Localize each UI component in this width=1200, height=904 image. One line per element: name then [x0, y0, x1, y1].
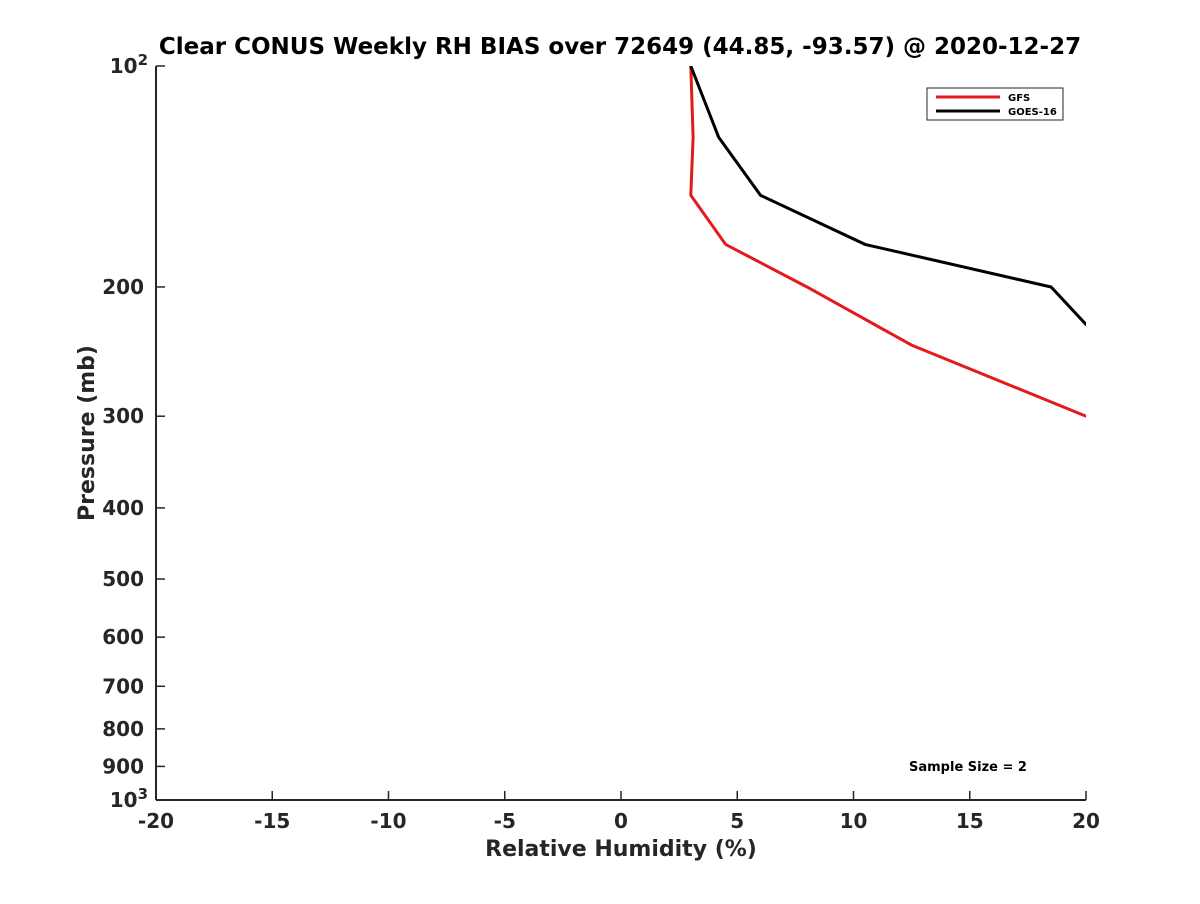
x-axis-label: Relative Humidity (%): [485, 837, 757, 862]
x-tick-label: 15: [956, 809, 984, 833]
y-tick-label: 103: [110, 785, 148, 812]
x-tick-label: -20: [138, 809, 174, 833]
x-tick-label: 0: [614, 809, 628, 833]
y-tick-label: 900: [102, 754, 144, 778]
plot-area: [156, 66, 1086, 800]
series-line-gfs: [689, 66, 1086, 418]
x-tick-label: -15: [254, 809, 290, 833]
y-tick-labels: 102 200 300 400 500 600 700 800 900 103: [102, 51, 148, 812]
x-tick-label: 10: [840, 809, 868, 833]
y-tick-label: 600: [102, 625, 144, 649]
y-axis-label: Pressure (mb): [75, 345, 100, 521]
x-tick-label: -10: [370, 809, 406, 833]
x-tick-label: 20: [1072, 809, 1100, 833]
series-line-goes-16: [689, 66, 1086, 327]
x-tick-labels: -20 -15 -10 -5 0 5 10 15 20: [138, 809, 1100, 833]
legend-label-gfs: GFS: [1008, 93, 1030, 104]
sample-size-annotation: Sample Size = 2: [909, 760, 1027, 775]
legend: GFS GOES-16: [926, 87, 1064, 121]
x-tick-label: -5: [494, 809, 516, 833]
axes-layer: [155, 65, 1087, 801]
legend-box: [926, 87, 1064, 121]
x-tick-label: 5: [730, 809, 744, 833]
y-tick-label: 200: [102, 275, 144, 299]
series-layer: [689, 66, 1086, 418]
y-tick-label: 400: [102, 496, 144, 520]
y-tick-label: 700: [102, 674, 144, 698]
legend-label-goes-16: GOES-16: [1008, 107, 1057, 118]
y-tick-label: 102: [110, 51, 148, 78]
y-tick-label: 300: [102, 404, 144, 428]
y-tick-label: 800: [102, 717, 144, 741]
chart-title: Clear CONUS Weekly RH BIAS over 72649 (4…: [159, 34, 1081, 60]
y-tick-label: 500: [102, 567, 144, 591]
